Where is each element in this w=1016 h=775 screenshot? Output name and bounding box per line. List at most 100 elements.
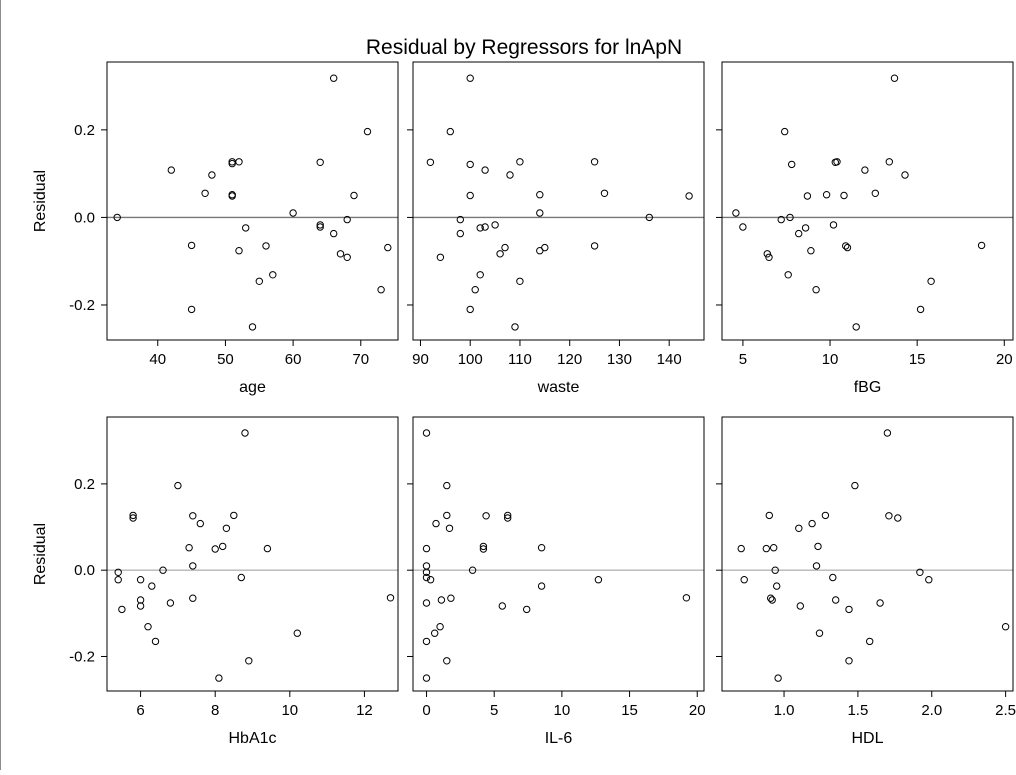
data-point <box>189 594 197 602</box>
data-point <box>732 209 740 217</box>
data-point <box>431 629 439 637</box>
x-tick-label: 12 <box>356 702 373 719</box>
data-point <box>422 568 431 576</box>
x-tick-label: 10 <box>554 702 571 719</box>
x-axis-label: age <box>239 379 266 396</box>
data-point <box>812 286 820 294</box>
data-point <box>228 192 236 200</box>
x-tick-label: 120 <box>557 351 582 368</box>
data-point <box>822 191 831 199</box>
data-point <box>537 582 546 590</box>
data-point <box>211 545 219 553</box>
data-point <box>866 637 874 646</box>
data-point <box>829 221 838 229</box>
data-point <box>136 602 145 610</box>
x-tick-label: 1.0 <box>774 702 795 719</box>
data-point <box>330 74 338 82</box>
data-point <box>466 305 474 314</box>
data-point <box>235 247 243 255</box>
data-point <box>237 573 246 582</box>
data-point <box>235 158 243 166</box>
data-point <box>185 544 193 552</box>
data-point <box>796 602 804 610</box>
data-point <box>422 599 431 607</box>
data-point <box>255 277 263 285</box>
y-axis-label: Residual <box>32 170 49 232</box>
panel-frame <box>721 416 1014 692</box>
data-point <box>767 594 775 602</box>
data-point <box>166 599 175 607</box>
x-tick-label: 10 <box>281 702 298 719</box>
data-point <box>916 305 925 314</box>
data-point <box>927 277 935 285</box>
data-point <box>812 562 821 570</box>
data-point <box>187 305 196 314</box>
data-point <box>516 277 524 285</box>
data-point <box>479 545 488 553</box>
data-point <box>343 215 351 224</box>
y-axis-label: Residual <box>32 523 49 585</box>
data-point <box>762 544 770 553</box>
data-point <box>832 596 840 604</box>
data-point <box>330 229 338 238</box>
data-point <box>479 542 488 551</box>
data-point <box>113 213 121 222</box>
x-axis-label: fBG <box>854 379 882 396</box>
data-point <box>201 189 209 198</box>
panel-frame <box>106 61 399 341</box>
x-tick-label: 100 <box>458 351 483 368</box>
data-point <box>466 74 474 82</box>
x-tick-label: 1.5 <box>847 702 868 719</box>
data-point <box>768 596 776 604</box>
data-point <box>222 524 231 532</box>
data-point <box>682 594 691 602</box>
data-point <box>446 127 454 136</box>
data-point <box>136 576 145 584</box>
data-point <box>801 224 810 232</box>
y-tick-label: 0.0 <box>74 209 95 226</box>
data-point <box>471 286 479 294</box>
data-point <box>468 566 477 574</box>
data-point <box>814 542 822 551</box>
data-point <box>129 514 137 522</box>
data-point <box>476 224 484 232</box>
data-point <box>523 605 531 614</box>
data-point <box>262 242 270 250</box>
data-point <box>803 192 812 200</box>
data-point <box>821 511 830 520</box>
x-tick-label: 15 <box>621 702 638 719</box>
data-point <box>807 247 815 255</box>
data-point <box>196 519 205 528</box>
data-point <box>316 221 324 229</box>
data-point <box>763 250 771 258</box>
x-axis-label: HbA1c <box>228 730 276 747</box>
data-point <box>765 253 773 261</box>
x-tick-label: 2.0 <box>921 702 942 719</box>
data-point <box>443 657 451 665</box>
data-point <box>504 511 512 520</box>
data-point <box>491 221 499 229</box>
data-point <box>815 629 824 637</box>
data-point <box>189 562 197 570</box>
x-tick-label: 15 <box>909 351 926 368</box>
y-tick-label: 0.2 <box>74 122 95 139</box>
x-tick-label: 5 <box>739 351 747 368</box>
data-point <box>501 243 509 252</box>
data-point <box>784 271 792 279</box>
panel-frame <box>412 416 705 692</box>
data-point <box>594 576 603 584</box>
x-tick-label: 90 <box>412 351 429 368</box>
data-point <box>845 605 853 614</box>
x-tick-label: 60 <box>285 351 302 368</box>
data-point <box>245 657 253 665</box>
data-point <box>151 637 160 646</box>
data-point <box>861 166 869 174</box>
data-point <box>516 158 524 166</box>
data-point <box>590 158 599 166</box>
data-point <box>263 544 272 553</box>
x-tick-label: 5 <box>490 702 498 719</box>
data-point <box>159 566 167 574</box>
x-tick-label: 130 <box>607 351 632 368</box>
x-tick-label: 8 <box>211 702 219 719</box>
